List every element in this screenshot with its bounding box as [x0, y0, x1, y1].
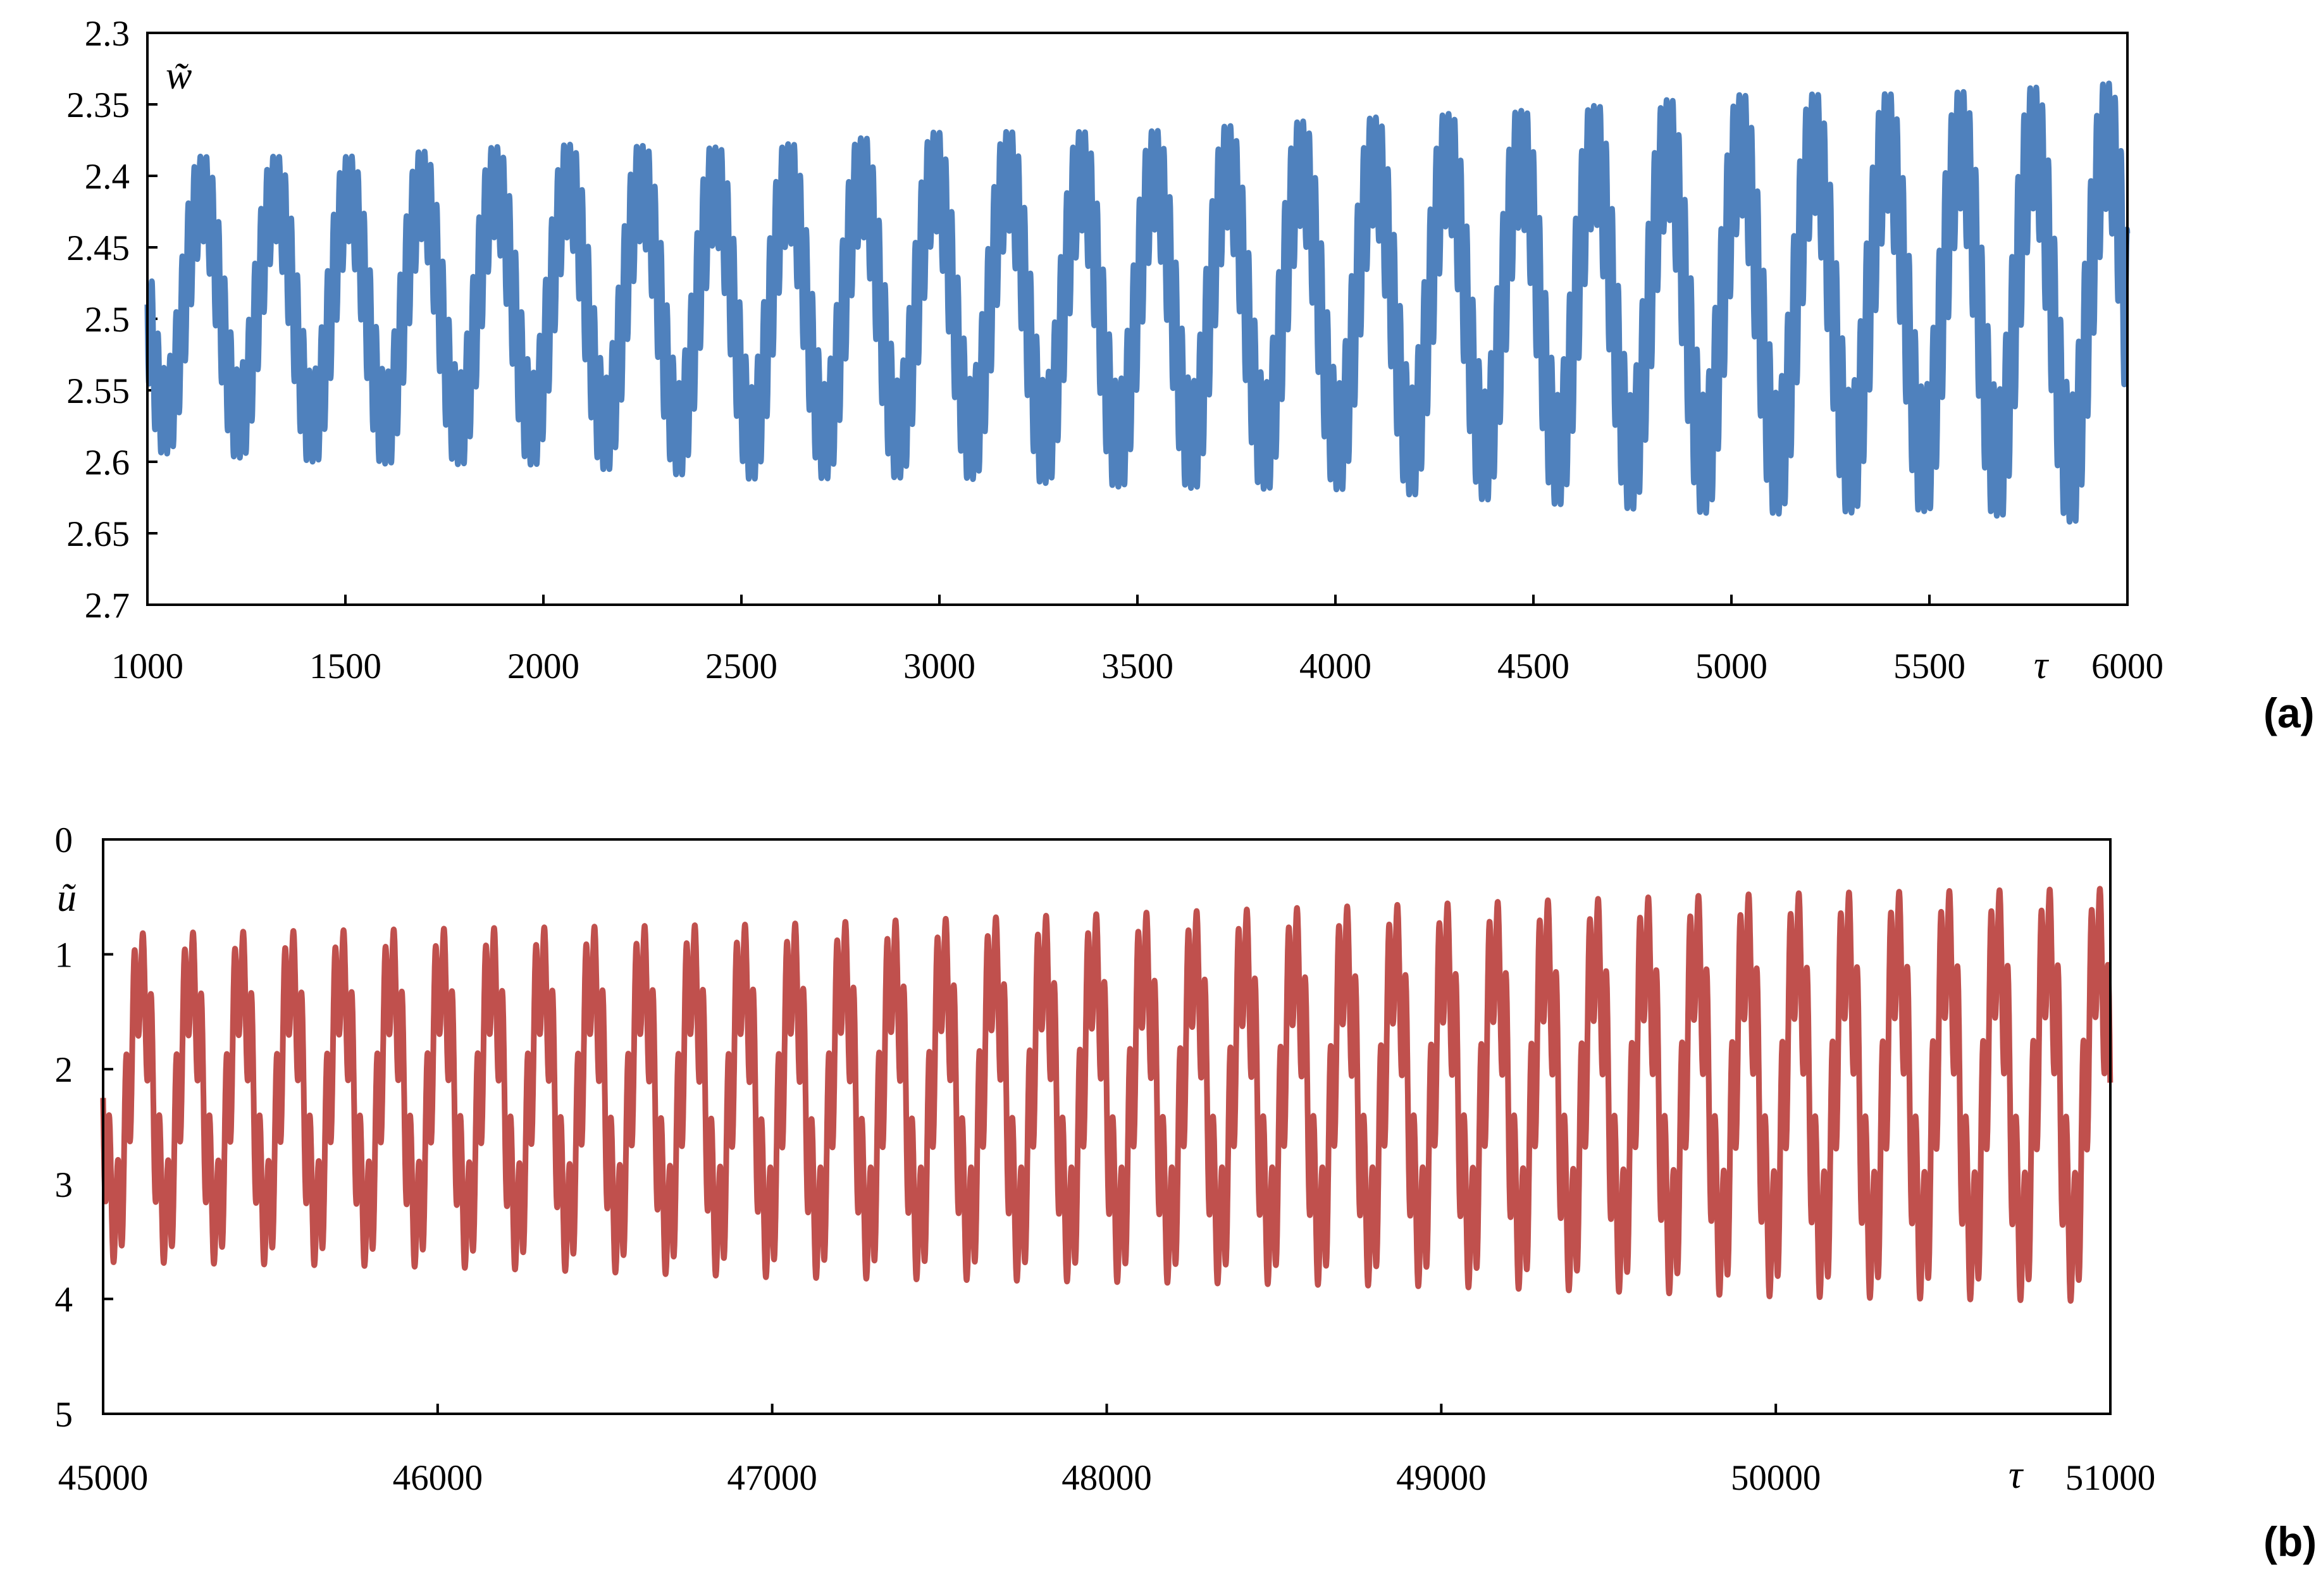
y-tick-label: 2.65: [66, 514, 130, 554]
chart-a-panel-label: (a): [2263, 690, 2315, 736]
chart-b-panel-label: (b): [2263, 1518, 2317, 1565]
x-tick-label: 5500: [1893, 646, 1965, 686]
chart-b-y-axis-label: ũ: [57, 877, 77, 920]
chart-a-y-axis-label: w̃: [166, 54, 192, 97]
chart-a-x-tick-labels: 1000 1500 2000 2500 3000 3500 4000 4500 5000 5500…: [111, 646, 2163, 686]
y-tick-label: 2.6: [85, 443, 130, 483]
chart-a-y-tick-labels: 2.3 2.35 2.4 2.45 2.5 2.55 2.6 2.65 2.7: [66, 14, 130, 626]
x-tick-label: 6000: [2091, 646, 2163, 686]
x-tick-label: 50000: [1731, 1458, 1821, 1498]
chart-b-frame: [102, 838, 2112, 1415]
series-line: [100, 886, 2114, 1304]
chart-a-frame: [146, 32, 2129, 606]
x-tick-label: 47000: [727, 1458, 817, 1498]
chart-a-x-axis-label: τ: [2034, 644, 2050, 687]
y-tick-label: 2.7: [85, 586, 130, 626]
chart-b-y-tick-labels: 0 1 2 3 4 5: [55, 820, 73, 1435]
y-tick-label: 2.4: [85, 157, 130, 197]
y-tick-label: 2.5: [85, 300, 130, 340]
x-tick-label: 45000: [58, 1458, 149, 1498]
y-tick-label: 4: [55, 1280, 73, 1320]
chart-b-x-axis-label: τ: [2008, 1454, 2024, 1497]
x-tick-label: 51000: [2065, 1458, 2156, 1498]
y-tick-label: 2.35: [66, 85, 130, 125]
y-tick-label: 2.55: [66, 371, 130, 411]
x-tick-label: 49000: [1396, 1458, 1487, 1498]
x-tick-label: 4000: [1299, 646, 1371, 686]
x-tick-label: 2500: [705, 646, 777, 686]
y-tick-label: 2: [55, 1050, 73, 1090]
y-tick-label: 2.45: [66, 228, 130, 268]
chart-a: 2.3 2.35 2.4 2.45 2.5 2.55 2.6 2.65 2.7 1000 1500…: [66, 14, 2314, 736]
x-tick-label: 46000: [393, 1458, 483, 1498]
chart-b: 0 1 2 3 4 5 45000 46000 47000 48000 49000 50000 510…: [55, 820, 2317, 1565]
x-tick-label: 48000: [1061, 1458, 1152, 1498]
chart-a-ticks: [146, 32, 2129, 606]
x-tick-label: 3500: [1101, 646, 1173, 686]
series-line: [144, 80, 2131, 525]
x-tick-label: 1500: [309, 646, 381, 686]
y-tick-label: 5: [55, 1395, 73, 1435]
x-tick-label: 4500: [1497, 646, 1569, 686]
chart-a-series: [144, 80, 2131, 525]
x-tick-label: 2000: [507, 646, 579, 686]
y-tick-label: 3: [55, 1165, 73, 1205]
x-tick-label: 5000: [1695, 646, 1767, 686]
y-tick-label: 2.3: [85, 14, 130, 54]
y-tick-label: 1: [55, 936, 73, 975]
x-tick-label: 1000: [111, 646, 183, 686]
y-tick-label: 0: [55, 820, 73, 860]
x-tick-label: 3000: [903, 646, 975, 686]
chart-b-series: [100, 886, 2114, 1304]
chart-b-x-tick-labels: 45000 46000 47000 48000 49000 50000 51000: [58, 1458, 2156, 1498]
